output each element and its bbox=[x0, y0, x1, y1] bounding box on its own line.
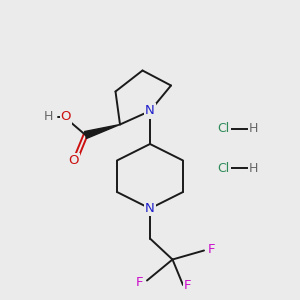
Text: F: F bbox=[208, 243, 215, 256]
Text: Cl: Cl bbox=[218, 122, 230, 136]
Text: H: H bbox=[249, 161, 258, 175]
Text: N: N bbox=[145, 202, 155, 215]
Text: H: H bbox=[43, 110, 53, 124]
Text: O: O bbox=[61, 110, 71, 124]
Text: O: O bbox=[68, 154, 79, 167]
Text: F: F bbox=[184, 279, 191, 292]
Polygon shape bbox=[85, 124, 120, 138]
Text: H: H bbox=[249, 122, 258, 136]
Text: Cl: Cl bbox=[218, 161, 230, 175]
Text: F: F bbox=[136, 275, 143, 289]
Text: N: N bbox=[145, 104, 155, 118]
